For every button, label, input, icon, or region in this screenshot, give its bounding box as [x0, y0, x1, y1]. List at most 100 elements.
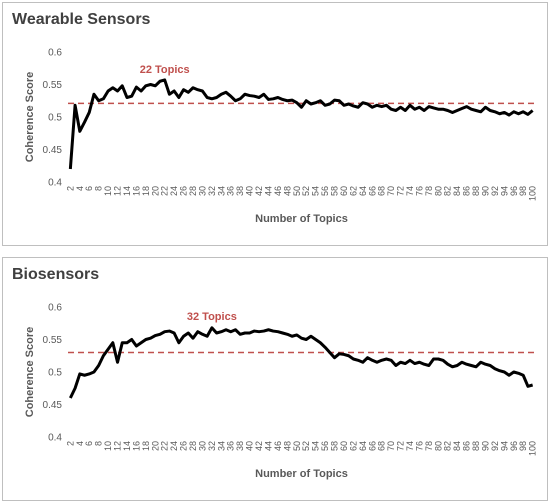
y-tick-label: 0.6: [48, 48, 62, 59]
panel-border: [2, 2, 548, 246]
x-tick-label: 4: [75, 441, 85, 446]
x-tick-label: 34: [216, 186, 226, 196]
x-tick-label: 38: [235, 441, 245, 451]
x-tick-label: 62: [348, 186, 358, 196]
x-tick-label: 62: [348, 441, 358, 451]
x-tick-label: 18: [141, 186, 151, 196]
x-tick-label: 98: [518, 441, 528, 451]
y-tick-label: 0.6: [48, 303, 62, 314]
x-tick-label: 8: [94, 186, 104, 191]
x-tick-label: 56: [320, 441, 330, 451]
x-tick-label: 2: [65, 186, 75, 191]
x-tick-label: 12: [113, 441, 123, 451]
x-tick-label: 44: [263, 186, 273, 196]
x-tick-label: 94: [499, 186, 509, 196]
x-tick-label: 46: [273, 186, 283, 196]
x-tick-label: 76: [414, 186, 424, 196]
chart-title: Biosensors: [12, 266, 99, 283]
x-tick-label: 36: [226, 441, 236, 451]
x-tick-label: 8: [94, 441, 104, 446]
x-tick-label: 52: [301, 441, 311, 451]
x-tick-label: 48: [282, 441, 292, 451]
x-tick-label: 68: [377, 186, 387, 196]
x-tick-label: 2: [65, 441, 75, 446]
x-tick-label: 20: [150, 186, 160, 196]
data-line: [68, 78, 534, 170]
y-tick-label: 0.45: [43, 145, 63, 156]
y-tick-label: 0.4: [48, 178, 62, 189]
x-tick-label: 72: [396, 441, 406, 451]
x-tick-label: 80: [433, 441, 443, 451]
x-tick-label: 66: [367, 186, 377, 196]
x-tick-label: 70: [386, 186, 396, 196]
annotation: 22 Topics: [140, 64, 190, 76]
x-tick-label: 70: [386, 441, 396, 451]
x-tick-label: 68: [377, 441, 387, 451]
x-tick-label: 74: [405, 441, 415, 451]
x-tick-label: 32: [207, 441, 217, 451]
x-tick-label: 78: [424, 441, 434, 451]
x-tick-label: 76: [414, 441, 424, 451]
x-tick-label: 28: [188, 186, 198, 196]
x-tick-label: 26: [179, 186, 189, 196]
x-tick-label: 44: [263, 441, 273, 451]
x-tick-label: 64: [358, 441, 368, 451]
y-axis-title: Coherence Score: [24, 72, 36, 162]
x-tick-label: 80: [433, 186, 443, 196]
x-tick-label: 26: [179, 441, 189, 451]
x-tick-label: 96: [509, 441, 519, 451]
x-tick-label: 84: [452, 186, 462, 196]
x-tick-label: 58: [330, 186, 340, 196]
x-tick-label: 40: [245, 186, 255, 196]
x-tick-label: 6: [84, 441, 94, 446]
x-tick-label: 82: [443, 441, 453, 451]
x-axis-title: Number of Topics: [255, 468, 348, 480]
x-tick-label: 42: [254, 186, 264, 196]
x-tick-label: 42: [254, 441, 264, 451]
x-tick-label: 54: [311, 186, 321, 196]
panel-border: [2, 257, 548, 501]
annotation: 32 Topics: [187, 311, 237, 323]
x-tick-label: 92: [490, 186, 500, 196]
x-tick-label: 90: [480, 186, 490, 196]
x-tick-label: 50: [292, 186, 302, 196]
x-tick-label: 100: [528, 186, 538, 201]
x-tick-label: 58: [330, 441, 340, 451]
x-tick-label: 38: [235, 186, 245, 196]
x-tick-label: 74: [405, 186, 415, 196]
x-tick-label: 64: [358, 186, 368, 196]
x-tick-label: 50: [292, 441, 302, 451]
x-tick-label: 32: [207, 186, 217, 196]
x-tick-label: 30: [197, 441, 207, 451]
x-tick-label: 10: [103, 441, 113, 451]
x-axis-title: Number of Topics: [255, 213, 348, 225]
x-tick-label: 86: [462, 441, 472, 451]
x-tick-label: 84: [452, 441, 462, 451]
x-tick-label: 56: [320, 186, 330, 196]
x-tick-label: 60: [339, 441, 349, 451]
x-tick-label: 28: [188, 441, 198, 451]
x-tick-label: 66: [367, 441, 377, 451]
y-tick-label: 0.55: [43, 335, 63, 346]
x-tick-label: 30: [197, 186, 207, 196]
y-axis-title: Coherence Score: [24, 327, 36, 417]
x-tick-label: 94: [499, 441, 509, 451]
x-tick-label: 60: [339, 186, 349, 196]
y-tick-label: 0.5: [48, 113, 62, 124]
data-line: [69, 326, 534, 399]
x-tick-label: 90: [480, 441, 490, 451]
x-tick-label: 72: [396, 186, 406, 196]
y-tick-label: 0.4: [48, 433, 62, 444]
x-tick-label: 22: [160, 186, 170, 196]
y-tick-label: 0.5: [48, 368, 62, 379]
x-tick-label: 98: [518, 186, 528, 196]
x-tick-label: 88: [471, 441, 481, 451]
x-tick-label: 54: [311, 441, 321, 451]
x-tick-label: 36: [226, 186, 236, 196]
x-tick-label: 6: [84, 186, 94, 191]
x-tick-label: 78: [424, 186, 434, 196]
x-tick-label: 100: [528, 441, 538, 456]
x-tick-label: 86: [462, 186, 472, 196]
